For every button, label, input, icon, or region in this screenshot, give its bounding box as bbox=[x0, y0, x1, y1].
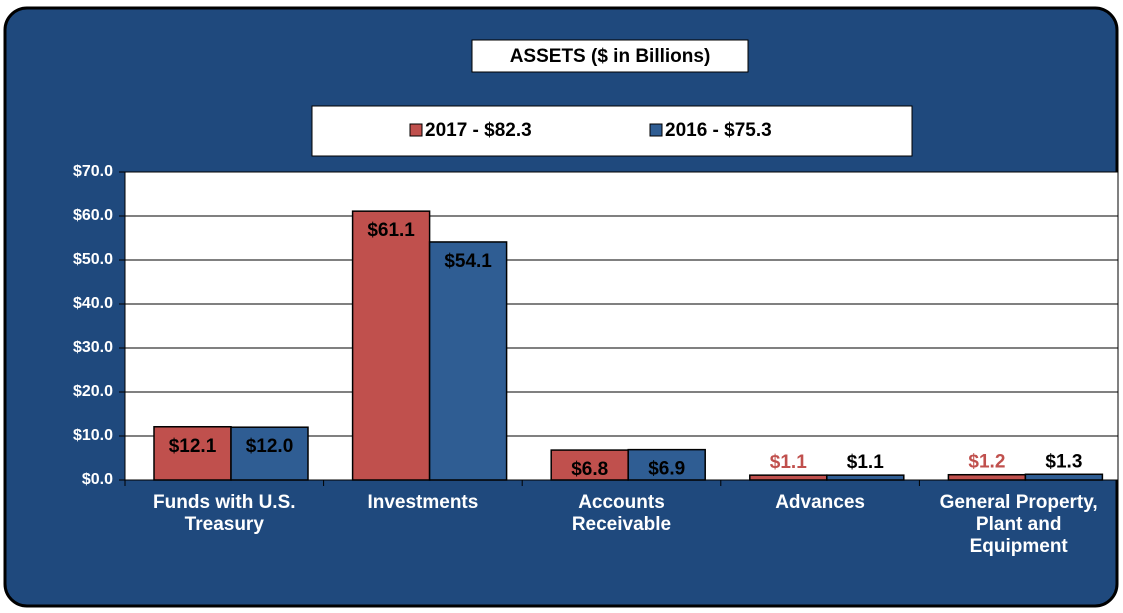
legend-box bbox=[311, 105, 913, 157]
value-label: $6.8 bbox=[571, 459, 608, 480]
bar bbox=[749, 474, 828, 481]
title-box bbox=[471, 39, 749, 73]
value-label: $1.1 bbox=[847, 452, 884, 473]
x-tick-label: General Property, Plant and Equipment bbox=[939, 492, 1098, 557]
y-tick-label: $40.0 bbox=[73, 295, 113, 312]
bar bbox=[550, 449, 629, 481]
value-label: $61.1 bbox=[367, 220, 415, 241]
y-tick-label: $50.0 bbox=[73, 251, 113, 268]
y-tick-label: $0.0 bbox=[82, 471, 113, 488]
x-tick-label: Funds with U.S. Treasury bbox=[153, 492, 296, 535]
bar bbox=[153, 426, 232, 481]
value-label: $1.1 bbox=[770, 452, 807, 473]
legend-label: 2016 - $75.3 bbox=[665, 120, 772, 141]
bar bbox=[947, 473, 1027, 481]
y-tick-label: $70.0 bbox=[73, 163, 113, 180]
value-label: $1.3 bbox=[1045, 451, 1082, 472]
bar bbox=[428, 241, 508, 481]
x-tick-label: Advances bbox=[775, 492, 865, 513]
y-tick-label: $20.0 bbox=[73, 383, 113, 400]
value-label: $12.1 bbox=[169, 436, 217, 457]
value-label: $6.9 bbox=[648, 459, 685, 480]
x-tick-label: Accounts Receivable bbox=[571, 492, 672, 535]
y-tick-label: $10.0 bbox=[73, 427, 113, 444]
value-label: $54.1 bbox=[444, 251, 492, 272]
legend-swatch bbox=[649, 123, 663, 137]
x-tick-label: Investments bbox=[367, 492, 479, 513]
bar bbox=[627, 448, 706, 481]
legend-swatch bbox=[409, 123, 423, 137]
bar bbox=[351, 210, 431, 481]
bar bbox=[826, 474, 905, 481]
bar bbox=[230, 426, 309, 481]
value-label: $12.0 bbox=[246, 436, 294, 457]
legend-label: 2017 - $82.3 bbox=[425, 120, 532, 141]
y-tick-label: $30.0 bbox=[73, 339, 113, 356]
chart-title: ASSETS ($ in Billions) bbox=[510, 46, 711, 67]
bar bbox=[1024, 473, 1104, 481]
y-tick-label: $60.0 bbox=[73, 207, 113, 224]
value-label: $1.2 bbox=[968, 452, 1005, 473]
